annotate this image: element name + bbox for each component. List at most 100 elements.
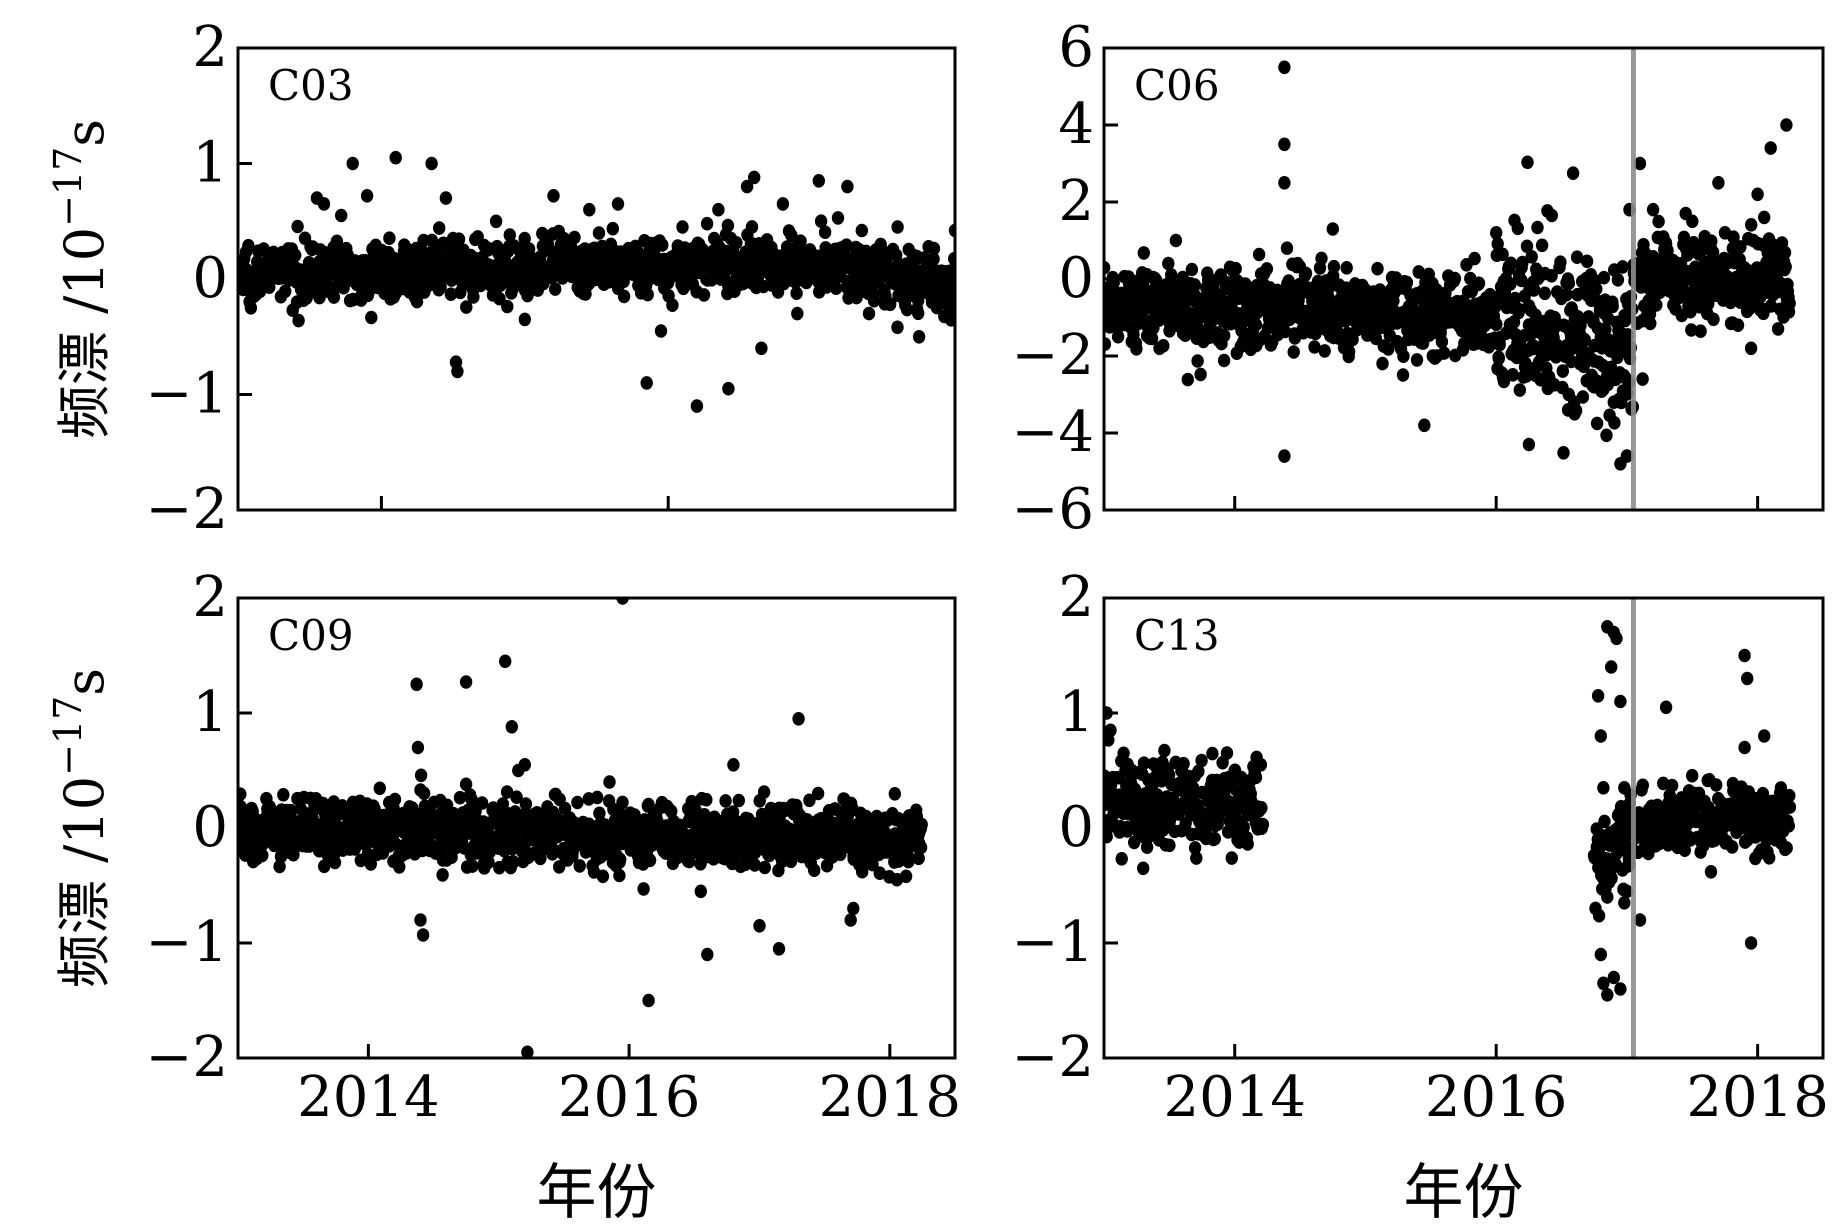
data-point: [425, 156, 438, 171]
baseline-point: [238, 787, 247, 801]
baseline-point: [365, 310, 378, 325]
data-point: [1764, 141, 1777, 155]
data-point: [1137, 861, 1150, 876]
baseline-point: [503, 228, 516, 242]
data-point: [722, 381, 735, 396]
data-point: [1597, 781, 1610, 795]
baseline-point: [1636, 778, 1650, 793]
baseline-point: [573, 859, 586, 873]
baseline-point: [1771, 322, 1785, 336]
baseline-cloud-c13: [1104, 733, 1797, 923]
baseline-point: [460, 300, 473, 314]
data-point: [1738, 648, 1751, 663]
baseline-point: [721, 218, 735, 233]
baseline-point: [475, 796, 489, 810]
baseline-point: [758, 860, 771, 875]
plot-area-c03: [238, 150, 955, 413]
baseline-point: [700, 216, 714, 231]
panel-label: C09: [268, 611, 354, 660]
baseline-point: [642, 797, 655, 812]
data-point: [642, 993, 655, 1008]
baseline-point: [1121, 824, 1134, 838]
data-point: [446, 231, 460, 246]
baseline-point: [866, 857, 879, 872]
baseline-point: [1220, 746, 1234, 760]
data-point: [489, 214, 503, 229]
baseline-point: [1162, 256, 1175, 271]
baseline-point: [912, 851, 925, 866]
baseline-point: [1140, 840, 1154, 854]
baseline-point: [1504, 277, 1517, 291]
baseline-point: [867, 293, 881, 308]
baseline-point: [1694, 324, 1707, 339]
baseline-point: [383, 231, 396, 245]
baseline-point: [1327, 259, 1341, 274]
data-point: [712, 202, 725, 217]
baseline-point: [400, 242, 414, 256]
data-point: [1758, 729, 1771, 743]
y-tick-label: 0: [1058, 795, 1094, 860]
data-point: [1633, 156, 1647, 171]
baseline-point: [1774, 781, 1788, 795]
baseline-point: [1710, 778, 1723, 792]
data-point: [439, 191, 453, 205]
baseline-point: [1179, 816, 1192, 830]
data-point: [521, 1045, 534, 1058]
data-point: [1228, 763, 1241, 778]
baseline-point: [1342, 344, 1356, 359]
data-point: [459, 777, 473, 792]
baseline-point: [1707, 312, 1720, 327]
y-tick-label: 1: [1058, 680, 1094, 745]
data-point: [505, 720, 518, 734]
data-point: [1605, 660, 1618, 674]
baseline-point: [1782, 819, 1796, 833]
baseline-point: [915, 817, 928, 832]
baseline-point: [1157, 339, 1170, 353]
data-point: [1597, 976, 1610, 991]
baseline-point: [1115, 852, 1128, 866]
data-point: [855, 223, 868, 238]
baseline-point: [1188, 278, 1202, 292]
baseline-point: [1237, 820, 1250, 834]
baseline-point: [603, 274, 616, 289]
data-point: [411, 740, 425, 755]
data-point: [1280, 241, 1294, 255]
baseline-point: [318, 859, 331, 874]
baseline-point: [556, 271, 569, 285]
data-point: [1278, 60, 1291, 75]
baseline-point: [1644, 316, 1657, 331]
baseline-point: [1783, 788, 1796, 803]
baseline-point: [617, 289, 631, 304]
panel-c06: −6 −4 −2 0 2 4 6 C06: [1011, 15, 1825, 542]
baseline-point: [912, 306, 925, 321]
y-tick-label: −6: [1011, 477, 1094, 542]
baseline-cloud-c06: [1104, 155, 1796, 460]
baseline-point: [1556, 364, 1570, 378]
baseline-point: [794, 234, 807, 248]
baseline-point: [596, 869, 610, 884]
baseline-point: [501, 299, 514, 314]
data-point: [547, 189, 560, 203]
baseline-point: [388, 792, 402, 807]
data-point: [1169, 233, 1183, 248]
baseline-point: [1206, 746, 1219, 761]
baseline-point: [316, 796, 330, 811]
data-point: [740, 179, 754, 194]
y-tick-label: 0: [192, 246, 228, 311]
baseline-point: [1292, 293, 1305, 308]
baseline-point: [568, 230, 581, 245]
baseline-point: [1397, 349, 1410, 364]
data-point: [1601, 890, 1614, 904]
data-point: [701, 947, 714, 962]
baseline-point: [637, 882, 650, 896]
baseline-point: [730, 236, 743, 250]
baseline-point: [1308, 340, 1321, 354]
baseline-point: [1621, 328, 1634, 342]
baseline-point: [1608, 416, 1621, 430]
panel-label: C13: [1134, 611, 1220, 660]
baseline-point: [790, 286, 803, 301]
baseline-point: [1599, 322, 1612, 337]
baseline-point: [493, 291, 506, 306]
baseline-point: [592, 226, 606, 240]
